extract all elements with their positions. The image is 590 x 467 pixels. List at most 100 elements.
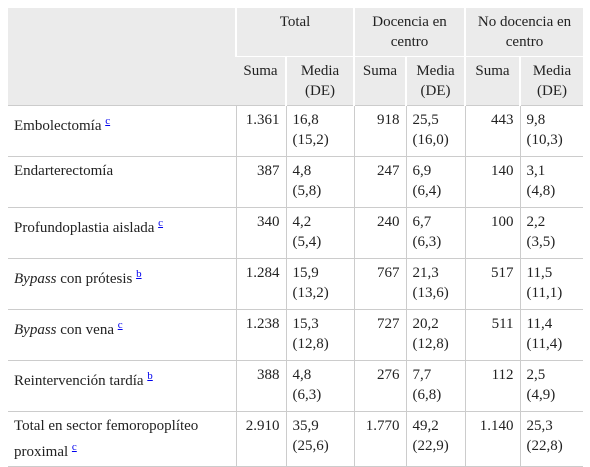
media-cell: 16,8 (15,2)	[285, 105, 355, 157]
media-value: 49,2	[412, 418, 439, 434]
row-label: Embolectomía c	[8, 105, 236, 157]
media-value: 20,2	[412, 316, 439, 332]
suma-cell: 140	[464, 156, 521, 208]
row-label: Endarterectomía	[8, 156, 236, 208]
de-value: (6,3)	[292, 387, 322, 403]
de-value: (13,2)	[292, 285, 329, 301]
suma-cell: 517	[464, 258, 521, 310]
label-italic: Bypass	[14, 271, 57, 287]
media-cell: 2,5 (4,9)	[519, 360, 584, 412]
de-value: (16,0)	[412, 132, 449, 148]
media-value: 15,9	[292, 265, 319, 281]
media-cell: 49,2 (22,9)	[405, 411, 466, 467]
media-cell: 6,7 (6,3)	[405, 207, 466, 259]
media-value: 3,1	[526, 163, 546, 179]
suma-cell: 918	[353, 105, 407, 157]
suma-cell: 100	[464, 207, 521, 259]
de-value: (5,4)	[292, 234, 322, 250]
media-value: 9,8	[526, 112, 546, 128]
footnote-ref: b	[136, 266, 142, 280]
de-value: (12,8)	[412, 336, 449, 352]
media-value: 16,8	[292, 112, 319, 128]
suma-cell: 387	[235, 156, 286, 208]
label-text: Total en sector femoropoplíteo proximal	[14, 418, 199, 460]
de-value: (13,6)	[412, 285, 449, 301]
sub-header: Suma	[236, 56, 286, 106]
de-value: (11,1)	[526, 285, 563, 301]
suma-cell: 388	[235, 360, 286, 412]
suma-cell: 511	[464, 309, 521, 361]
de-value: (6,8)	[412, 387, 442, 403]
footnote-link[interactable]: b	[136, 268, 142, 280]
suma-cell: 1.770	[353, 411, 407, 467]
footnote-link[interactable]: c	[105, 115, 111, 127]
suma-cell: 1.284	[235, 258, 286, 310]
footnote-ref: c	[158, 215, 163, 229]
media-value: 6,7	[412, 214, 432, 230]
suma-cell: 443	[464, 105, 521, 157]
footnote-link[interactable]: b	[147, 370, 153, 382]
media-value: 15,3	[292, 316, 319, 332]
footnote-ref: b	[147, 368, 153, 382]
footnote-ref: c	[72, 439, 77, 453]
suma-cell: 2.910	[235, 411, 286, 467]
label-text: Reintervención tardía	[14, 373, 144, 389]
footnote-link[interactable]: c	[158, 217, 164, 229]
footnote-link[interactable]: c	[117, 319, 123, 331]
suma-cell: 1.238	[235, 309, 286, 361]
media-value: 7,7	[412, 367, 432, 383]
media-cell: 25,5 (16,0)	[405, 105, 466, 157]
de-value: (10,3)	[526, 132, 563, 148]
media-value: 25,5	[412, 112, 439, 128]
table-row: Profundoplastia aislada c 340 4,2 (5,4) 240 6…	[8, 207, 584, 259]
suma-cell: 1.361	[235, 105, 286, 157]
de-value: (25,6)	[292, 438, 329, 454]
media-cell: 25,3 (22,8)	[519, 411, 584, 467]
media-value: 4,2	[292, 214, 312, 230]
media-value: 25,3	[526, 418, 553, 434]
de-value: (6,3)	[412, 234, 442, 250]
table-row: Embolectomía c 1.361 16,8 (15,2) 918 25,5 (16,…	[8, 105, 584, 157]
header-row: Total Docencia en centro No docencia en ce…	[8, 8, 584, 106]
media-cell: 9,8 (10,3)	[519, 105, 584, 157]
media-cell: 11,4 (11,4)	[519, 309, 584, 361]
label-italic: Bypass	[14, 322, 57, 338]
table-row: Bypass con vena c 1.238 15,3 (12,8) 727 20,2(…	[8, 309, 584, 361]
suma-cell: 247	[353, 156, 407, 208]
row-label: Total en sector femoropoplíteo proximal …	[8, 411, 236, 467]
label-text: con vena	[60, 322, 114, 338]
de-value: (6,4)	[412, 183, 442, 199]
media-value: 11,5	[526, 265, 553, 281]
media-cell: 6,9 (6,4)	[405, 156, 466, 208]
suma-cell: 1.140	[464, 411, 521, 467]
media-cell: 2,2 (3,5)	[519, 207, 584, 259]
suma-cell: 240	[353, 207, 407, 259]
de-value: (3,5)	[526, 234, 556, 250]
de-value: (4,9)	[526, 387, 556, 403]
suma-cell: 340	[235, 207, 286, 259]
de-value: (22,8)	[526, 438, 563, 454]
media-value: 6,9	[412, 163, 432, 179]
de-value: (15,2)	[292, 132, 329, 148]
table-body: Embolectomía c 1.361 16,8 (15,2) 918 25,5 (16,…	[8, 105, 584, 467]
de-value: (5,8)	[292, 183, 322, 199]
suma-cell: 727	[353, 309, 407, 361]
media-value: 2,2	[526, 214, 546, 230]
media-cell: 4,8 (6,3)	[285, 360, 355, 412]
footnote-link[interactable]: c	[71, 441, 77, 453]
label-text: Embolectomía	[14, 118, 102, 134]
sub-header: Suma	[464, 56, 521, 106]
table-row: Reintervención tardía b 388 4,8 (6,3) 276 7,7…	[8, 360, 584, 412]
table-row: Endarterectomía 387 4,8 (5,8) 247 6,9 (6,4) 140…	[8, 156, 584, 208]
de-value: (22,9)	[412, 438, 449, 454]
media-value: 4,8	[292, 367, 312, 383]
suma-cell: 112	[464, 360, 521, 412]
media-cell: 15,9 (13,2)	[285, 258, 355, 310]
row-label: Reintervención tardía b	[8, 360, 236, 412]
sub-header: Media (DE)	[519, 56, 584, 106]
table-row: Total en sector femoropoplíteo proximal …	[8, 411, 584, 467]
media-cell: 4,2 (5,4)	[285, 207, 355, 259]
label-text: Profundoplastia aislada	[14, 220, 155, 236]
page: Total Docencia en centro No docencia en ce…	[8, 8, 584, 467]
media-cell: 4,8 (5,8)	[285, 156, 355, 208]
